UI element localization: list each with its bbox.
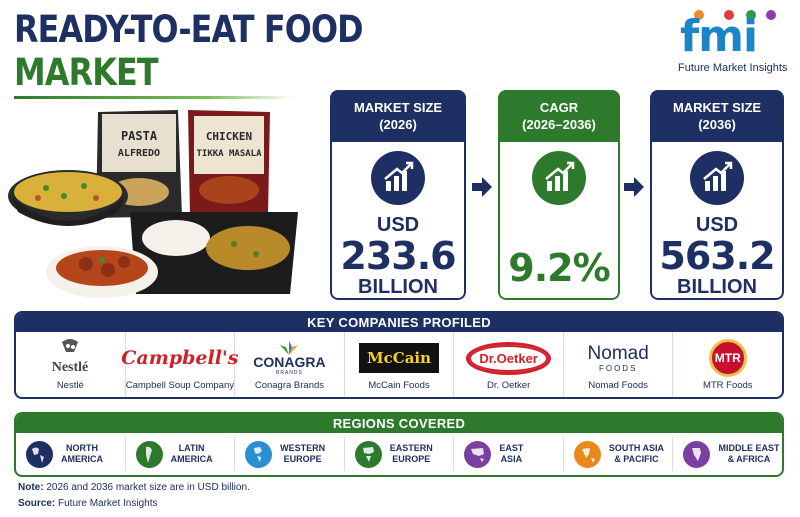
company-name: Dr. Oetker	[486, 380, 531, 391]
company-dr-oetker: Dr.Oetker Dr. Oetker	[454, 332, 564, 397]
regions-section: REGIONS COVERED NORTH AMERICA LATIN AMER…	[14, 412, 784, 477]
cagr-card: CAGR (2026–2036) 9.2%	[498, 90, 620, 300]
logo-tagline: Future Market Insights	[678, 62, 788, 74]
logo-dot-icon	[694, 10, 704, 20]
region-middle-east-africa: MIDDLE EAST & AFRICA	[673, 437, 782, 471]
region-eastern-europe: EASTERN EUROPE	[345, 437, 455, 471]
card-header: MARKET SIZE (2026)	[330, 90, 466, 142]
globe-icon	[683, 440, 711, 468]
globe-icon	[354, 440, 382, 468]
globe-icon	[464, 440, 492, 468]
dr-oetker-logo: Dr.Oetker	[466, 341, 551, 375]
company-campbell: Campbell's Campbell Soup Company	[121, 332, 238, 397]
market-size-2036-card: MARKET SIZE (2036) USD 563.2 BILLION	[650, 90, 784, 300]
card-header: CAGR (2026–2036)	[498, 90, 620, 142]
company-conagra: CONAGRA BRANDS Conagra Brands	[235, 332, 345, 397]
region-western-europe: WESTERN EUROPE	[235, 437, 345, 471]
nestle-logo: Nestlé	[16, 338, 125, 378]
market-size-value: 563.2	[659, 234, 775, 278]
region-name: NORTH AMERICA	[61, 443, 103, 464]
growth-chart-icon	[371, 151, 425, 205]
arrow-right-icon	[472, 177, 492, 197]
ready-meals-image: PASTA ALFREDO CHICKEN TIKKA MASALA	[8, 110, 298, 298]
company-nomad: Nomad FOODS Nomad Foods	[564, 332, 674, 397]
fmi-logo: fmi Future Market Insights	[650, 6, 790, 80]
globe-icon	[26, 440, 53, 468]
region-east-asia: EAST ASIA	[454, 437, 564, 471]
card-header: MARKET SIZE (2036)	[650, 90, 784, 142]
mccain-logo: McCain	[359, 343, 440, 373]
company-name: Campbell Soup Company	[125, 380, 234, 391]
svg-text:Nestlé: Nestlé	[52, 360, 89, 375]
title-underline	[14, 96, 294, 99]
title-line-1: READY-TO-EAT FOOD	[14, 8, 364, 51]
section-heading: REGIONS COVERED	[16, 414, 782, 433]
source-label: Source:	[18, 498, 56, 509]
svg-text:PASTA: PASTA	[121, 129, 158, 143]
logo-mark: fmi	[680, 11, 758, 62]
note-label: Note:	[18, 482, 44, 493]
conagra-leaf-icon	[280, 340, 299, 355]
region-name: MIDDLE EAST & AFRICA	[718, 443, 780, 464]
unit-label: BILLION	[677, 276, 757, 298]
conagra-logo-sub: BRANDS	[276, 369, 303, 376]
company-name: Nomad Foods	[588, 380, 649, 391]
region-name: EASTERN EUROPE	[389, 443, 433, 464]
company-mccain: McCain McCain Foods	[345, 332, 455, 397]
company-nestle: Nestlé Nestlé	[16, 332, 126, 397]
source-text: Future Market Insights	[55, 498, 158, 509]
currency-label: USD	[376, 214, 420, 236]
globe-icon	[245, 440, 273, 468]
currency-label: USD	[695, 214, 739, 236]
growth-chart-icon	[690, 151, 744, 205]
company-name: Conagra Brands	[254, 380, 325, 391]
svg-text:TIKKA MASALA: TIKKA MASALA	[196, 149, 262, 159]
nomad-logo-sub: FOODS	[598, 363, 638, 373]
region-latin-america: LATIN AMERICA	[126, 437, 236, 471]
title-line-2: MARKET	[14, 51, 159, 94]
globe-icon	[135, 440, 163, 468]
company-name: Nestlé	[56, 380, 84, 391]
region-north-america: NORTH AMERICA	[16, 437, 126, 471]
region-name: LATIN AMERICA	[170, 443, 213, 464]
nomad-logo: Nomad	[587, 342, 649, 364]
arrow-right-icon	[624, 177, 644, 197]
source-line: Source: Future Market Insights	[18, 498, 158, 509]
region-name: SOUTH ASIA & PACIFIC	[608, 443, 665, 464]
company-name: MTR Foods	[702, 380, 753, 391]
region-name: WESTERN EUROPE	[280, 443, 326, 464]
key-companies-section: KEY COMPANIES PROFILED Nestlé Nestlé Cam…	[14, 311, 784, 399]
footnote: Note: 2026 and 2036 market size are in U…	[18, 482, 250, 493]
logo-dot-icon	[766, 10, 776, 20]
company-name: McCain Foods	[368, 380, 430, 391]
conagra-logo: CONAGRA	[253, 353, 326, 370]
unit-label: BILLION	[358, 276, 438, 298]
market-size-2026-card: MARKET SIZE (2026) USD 233.6 BILLION	[330, 90, 466, 300]
cagr-value: 9.2%	[508, 246, 610, 290]
svg-text:ALFREDO: ALFREDO	[118, 148, 160, 159]
section-heading: KEY COMPANIES PROFILED	[16, 313, 782, 332]
globe-icon	[573, 440, 601, 468]
food-illustration: PASTA ALFREDO CHICKEN TIKKA MASALA	[6, 104, 306, 302]
company-mtr: MTR MTR Foods	[673, 332, 782, 397]
mtr-logo: MTR	[708, 339, 747, 377]
infographic-title: READY-TO-EAT FOOD MARKET	[14, 8, 364, 94]
svg-text:CHICKEN: CHICKEN	[206, 130, 252, 143]
campbells-logo: Campbell's	[121, 347, 239, 369]
logo-dot-icon	[724, 10, 734, 20]
note-text: 2026 and 2036 market size are in USD bil…	[43, 482, 250, 493]
region-name: EAST ASIA	[499, 443, 524, 464]
growth-chart-icon	[532, 151, 586, 205]
market-size-value: 233.6	[340, 234, 456, 278]
region-south-asia-pacific: SOUTH ASIA & PACIFIC	[564, 437, 674, 471]
logo-dot-icon	[746, 10, 756, 20]
